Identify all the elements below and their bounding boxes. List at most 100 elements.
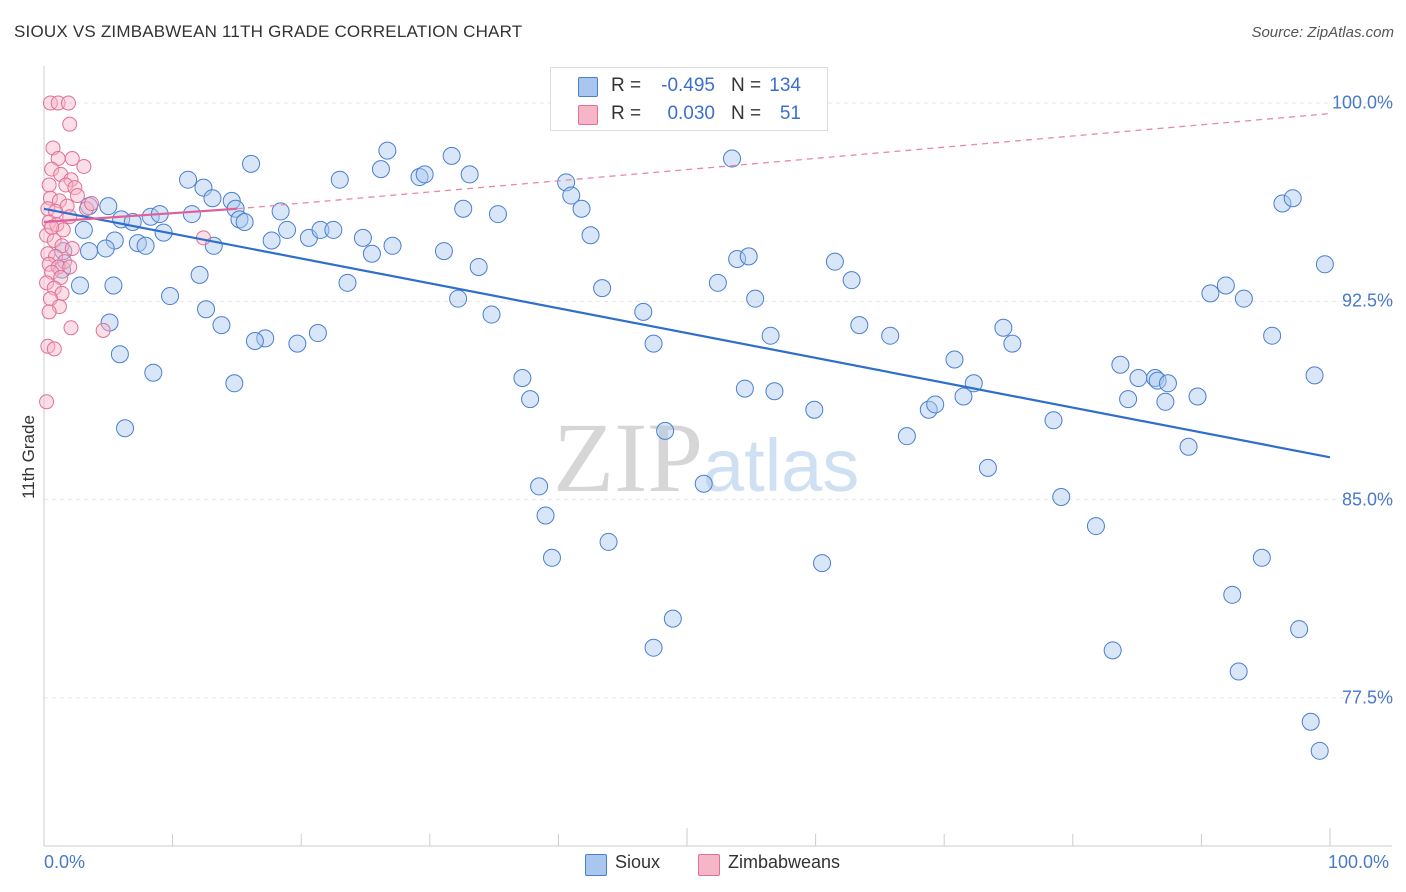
sioux-point [197,300,216,319]
sioux-point [1086,517,1105,536]
zimbabweans-point [39,394,55,410]
sioux-point [1111,355,1130,374]
sioux-point [739,247,758,266]
legend: R = -0.495 N = 134 R = 0.030 N = 51 [550,67,828,131]
sioux-point [842,271,861,290]
sioux-point [1315,255,1334,274]
sioux-point [644,638,663,657]
zimbabweans-point [64,151,80,167]
legend-r-value: 0.030 [667,103,715,124]
sioux-point [434,242,453,261]
sioux-point [80,242,99,261]
y-tick-label: 100.0% [1331,92,1393,113]
sioux-point [383,236,402,255]
sioux-point [694,474,713,493]
sioux-point [723,149,742,168]
sioux-point [235,213,254,231]
zimbabweans-point [46,341,62,357]
sioux-point [542,548,561,567]
sioux-point [663,609,682,628]
sioux-point [536,506,555,525]
sioux-point [1283,189,1302,208]
sioux-point [572,199,591,218]
legend-n-label: N = [731,75,762,96]
sioux-point [469,257,488,276]
y-tick-label: 77.5% [1341,687,1393,708]
zimbabweans-point [42,95,58,111]
sioux-point [805,400,824,419]
sioux-point [311,220,330,239]
zimbabweans-point [69,188,85,204]
sioux-point [1188,387,1207,406]
sioux-point [410,168,429,187]
sioux-point [230,210,249,229]
sioux-point [945,350,964,369]
sioux-point [581,226,600,245]
sioux-point [96,239,115,258]
sioux-point [513,369,532,387]
zimbabweans-point [44,219,60,235]
sioux-point [330,170,349,189]
sioux-point [1201,284,1220,303]
sioux-point [194,178,213,197]
sioux-point [99,197,118,216]
sioux-point [1305,366,1324,385]
sioux-point [735,379,754,398]
sioux-point [488,205,507,224]
sioux-point [728,250,747,269]
y-tick-label: 85.0% [1341,489,1393,510]
zimbabweans-point [41,256,57,272]
bottom-legend-label-zimbabweans: Zimbabweans [728,852,841,872]
chart-source: Source: ZipAtlas.com [1251,24,1394,41]
zimbabweans-point [58,177,74,193]
sioux-point [308,324,327,343]
zimbabweans-point [39,275,55,291]
sioux-point [415,165,434,184]
sioux-point [634,302,653,321]
sioux-point [482,305,501,324]
sioux-point [1223,585,1242,604]
bottom-legend-label-sioux: Sioux [615,852,661,872]
sioux-point [765,382,784,401]
sioux-point [1156,392,1175,411]
zimbabweans-point [64,240,80,256]
sioux-point [1119,390,1138,409]
sioux-point [449,289,468,308]
sioux-point [1148,371,1167,390]
sioux-point [144,363,163,382]
sioux-point [897,427,916,446]
sioux-point [530,477,549,496]
sioux-point [1234,289,1253,308]
zimbabweans-point [62,259,78,275]
sioux-point [1252,548,1271,567]
legend-n-value: 134 [769,75,801,96]
zimbabweans-trend-extension [236,112,1331,210]
sioux-point [116,419,135,438]
sioux-point [212,316,231,335]
legend-row-zimbabweans: R = 0.030 N = 51 [551,101,827,127]
sioux-point [813,554,832,573]
sioux-point [362,244,381,263]
sioux-point [599,532,618,551]
sioux-point [179,170,198,189]
sioux-point [1052,487,1071,506]
sioux-point [1003,334,1022,353]
sioux-point [110,345,129,364]
zimbabweans-point [60,95,76,111]
legend-r-label: R = [611,103,642,124]
legend-swatch-zimbabweans [578,105,598,125]
sioux-point [278,220,297,239]
sioux-point [1263,326,1282,345]
zimbabweans-point [62,116,78,132]
legend-n-label: N = [731,103,762,124]
sioux-point [761,326,780,345]
zimbabweans-point [44,161,60,177]
sioux-point [256,329,275,348]
sioux-point [1129,369,1148,387]
sioux-point [521,390,540,409]
sioux-trend-line [43,207,1331,459]
sioux-point [460,165,479,184]
sioux-point [242,154,261,173]
sioux-point [978,458,997,477]
